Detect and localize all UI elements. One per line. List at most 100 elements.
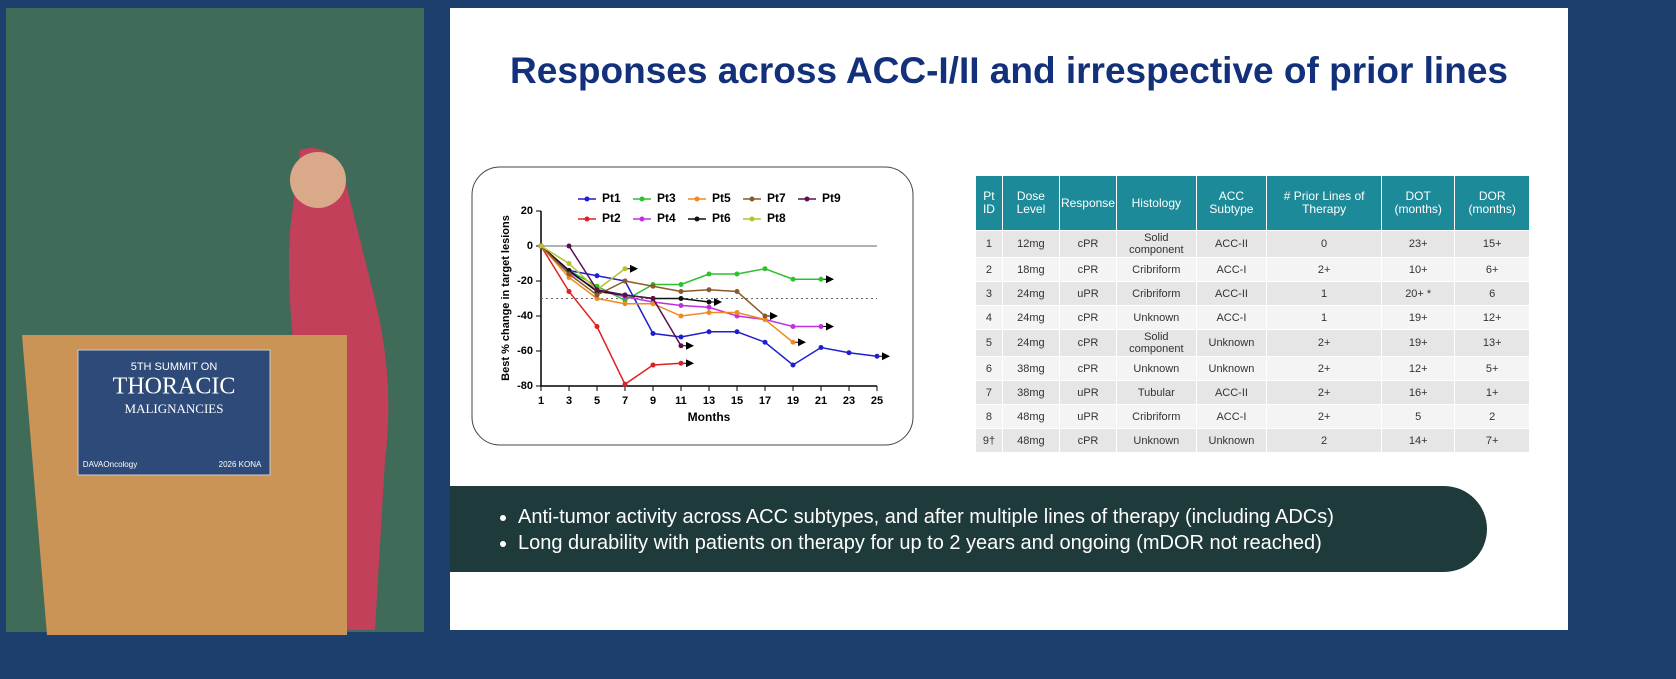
table-cell: 2 bbox=[1454, 404, 1530, 429]
table-cell: 5+ bbox=[1454, 356, 1530, 381]
data-point bbox=[790, 362, 796, 368]
legend-label: Pt7 bbox=[767, 191, 786, 205]
legend-label: Pt5 bbox=[712, 191, 731, 205]
y-tick-label: -60 bbox=[517, 345, 533, 357]
table-cell: 2 bbox=[975, 257, 1003, 282]
legend-label: Pt8 bbox=[767, 211, 786, 225]
legend-label: Pt1 bbox=[602, 191, 621, 205]
results-table: Pt ID Dose Level Response Histology ACC Subt… bbox=[975, 175, 1530, 453]
table-cell: cPR bbox=[1058, 305, 1117, 330]
table-cell: 2 bbox=[1266, 428, 1383, 453]
x-tick-label: 13 bbox=[703, 395, 715, 407]
table-cell: 2+ bbox=[1266, 356, 1383, 381]
table-cell: Unknown bbox=[1195, 356, 1268, 381]
table-cell: 6 bbox=[1454, 281, 1530, 306]
data-point bbox=[566, 261, 572, 266]
table-cell: Unknown bbox=[1115, 356, 1197, 381]
table-cell: 18mg bbox=[1001, 257, 1060, 282]
table-row: 2 18mg cPR Cribriform ACC-I 2+ 10+ 6+ bbox=[975, 257, 1530, 282]
table-cell: ACC-I bbox=[1195, 305, 1268, 330]
column-header: DOR (months) bbox=[1454, 175, 1530, 231]
x-tick-label: 9 bbox=[650, 395, 656, 407]
table-cell: uPR bbox=[1058, 404, 1117, 429]
data-point bbox=[678, 343, 684, 349]
series-line bbox=[540, 245, 794, 343]
podium-text: 2026 KONA bbox=[219, 460, 262, 469]
table-cell: 48mg bbox=[1001, 428, 1060, 453]
table-cell: Unknown bbox=[1115, 305, 1197, 330]
table-cell: 12mg bbox=[1001, 230, 1060, 258]
bullet: Long durability with patients on therapy… bbox=[518, 530, 1487, 556]
column-header: Dose Level bbox=[1001, 175, 1060, 231]
table-cell: uPR bbox=[1058, 281, 1117, 306]
data-point bbox=[762, 313, 768, 319]
x-tick-label: 1 bbox=[538, 395, 544, 407]
table-cell: ACC-II bbox=[1195, 230, 1268, 258]
table-cell: 24mg bbox=[1001, 329, 1060, 357]
table-cell: 7 bbox=[975, 380, 1003, 405]
y-tick-label: 20 bbox=[521, 205, 533, 217]
data-point bbox=[818, 276, 824, 282]
table-row: 3 24mg uPR Cribriform ACC-II 1 20+ * 6 bbox=[975, 281, 1530, 306]
legend-label: Pt4 bbox=[657, 211, 676, 225]
x-tick-label: 15 bbox=[731, 395, 743, 407]
table-cell: 0 bbox=[1266, 230, 1383, 258]
data-point bbox=[734, 313, 740, 319]
table-row: 1 12mg cPR Solid component ACC-II 0 23+ 15+ bbox=[975, 230, 1530, 258]
data-point bbox=[846, 350, 852, 356]
table-cell: Solid component bbox=[1115, 230, 1197, 258]
series-line bbox=[540, 245, 626, 291]
series-line bbox=[540, 245, 682, 386]
data-point bbox=[566, 275, 572, 280]
table-cell: 1 bbox=[975, 230, 1003, 258]
data-point bbox=[706, 271, 712, 277]
legend-label: Pt3 bbox=[657, 191, 676, 205]
legend-marker bbox=[749, 216, 755, 222]
table-cell: 5 bbox=[1381, 404, 1456, 429]
table-cell: Solid component bbox=[1115, 329, 1197, 357]
table-row: 7 38mg uPR Tubular ACC-II 2+ 16+ 1+ bbox=[975, 380, 1530, 405]
table-cell: 2+ bbox=[1266, 404, 1383, 429]
data-point bbox=[594, 273, 600, 279]
table-cell: 24mg bbox=[1001, 305, 1060, 330]
x-tick-label: 25 bbox=[871, 395, 883, 407]
data-point bbox=[678, 360, 684, 366]
table-cell: Unknown bbox=[1115, 428, 1197, 453]
table-cell: 2+ bbox=[1266, 329, 1383, 357]
table-cell: 8 bbox=[975, 404, 1003, 429]
legend-label: Pt6 bbox=[712, 211, 731, 225]
table-cell: 6+ bbox=[1454, 257, 1530, 282]
x-tick-label: 17 bbox=[759, 395, 771, 407]
table-cell: Cribriform bbox=[1115, 404, 1197, 429]
table-cell: 19+ bbox=[1381, 329, 1456, 357]
table-row: 5 24mg cPR Solid component Unknown 2+ 19+ 13+ bbox=[975, 329, 1530, 357]
legend-marker bbox=[804, 196, 810, 202]
data-point bbox=[734, 271, 740, 277]
x-tick-label: 5 bbox=[594, 395, 600, 407]
table-cell: 1 bbox=[1266, 305, 1383, 330]
table-cell: 5 bbox=[975, 329, 1003, 357]
legend-label: Pt9 bbox=[822, 191, 841, 205]
data-point bbox=[790, 324, 796, 329]
data-point bbox=[678, 296, 684, 301]
y-tick-label: -20 bbox=[517, 275, 533, 287]
table-cell: 1 bbox=[1266, 281, 1383, 306]
y-axis-label: Best % change in target lesions bbox=[500, 215, 512, 381]
speaker-head bbox=[290, 152, 346, 208]
legend-marker bbox=[639, 216, 645, 222]
table-row: 8 48mg uPR Cribriform ACC-I 2+ 5 2 bbox=[975, 404, 1530, 429]
y-tick-label: 0 bbox=[527, 240, 533, 252]
table-cell: 48mg bbox=[1001, 404, 1060, 429]
column-header: Response bbox=[1058, 175, 1117, 231]
data-point bbox=[650, 331, 656, 336]
podium-sign bbox=[77, 349, 271, 476]
data-point bbox=[622, 292, 628, 298]
data-point bbox=[622, 301, 628, 307]
data-point bbox=[706, 299, 712, 305]
data-point bbox=[818, 324, 824, 329]
table-cell: Unknown bbox=[1195, 428, 1268, 453]
table-cell: ACC-II bbox=[1195, 380, 1268, 405]
y-tick-label: -80 bbox=[517, 380, 533, 392]
data-point bbox=[762, 266, 768, 272]
